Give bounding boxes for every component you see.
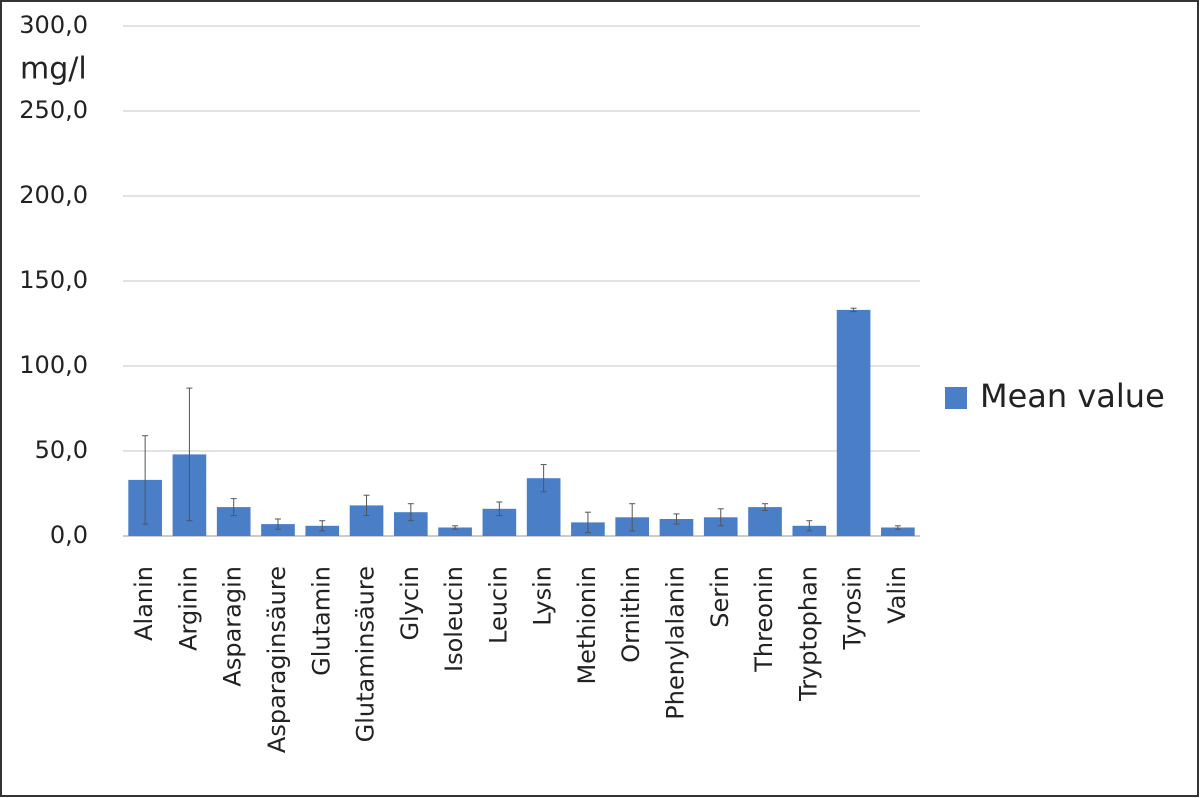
- bar: [438, 527, 472, 536]
- bar: [393, 512, 428, 536]
- x-tick-label: Glutamin: [307, 566, 335, 676]
- x-tick-label: Alanin: [130, 566, 158, 641]
- y-axis-title: mg/l: [20, 52, 87, 87]
- legend-label: Mean value: [980, 377, 1165, 415]
- x-tick-label: Glutaminsäure: [352, 566, 380, 742]
- y-tick-label: 0,0: [50, 521, 88, 549]
- legend-swatch: [945, 387, 967, 409]
- bar: [703, 517, 738, 536]
- y-tick-label: 100,0: [19, 351, 88, 379]
- bar: [659, 519, 694, 536]
- bar: [881, 527, 915, 536]
- x-tick-label: Leucin: [484, 566, 512, 644]
- x-tick-label: Isoleucin: [440, 566, 468, 672]
- bar: [748, 507, 782, 536]
- y-tick-label: 300,0: [19, 11, 88, 39]
- x-tick-label: Arginin: [174, 566, 202, 651]
- y-tick-label: 50,0: [35, 436, 88, 464]
- x-tick-label: Tryptophan: [794, 566, 822, 702]
- x-tick-label: Asparagin: [219, 566, 247, 687]
- y-tick-label: 150,0: [19, 266, 88, 294]
- x-tick-label: Serin: [706, 566, 734, 628]
- x-tick-label: Lysin: [529, 566, 557, 626]
- x-tick-label: Ornithin: [617, 566, 645, 663]
- x-tick-label: Methionin: [573, 566, 601, 685]
- bar: [836, 309, 871, 536]
- y-tick-label: 200,0: [19, 181, 88, 209]
- x-tick-label: Tyrosin: [839, 566, 867, 651]
- x-tick-label: Phenylalanin: [661, 566, 689, 720]
- x-tick-label: Valin: [883, 566, 911, 624]
- x-tick-label: Threonin: [750, 566, 778, 673]
- x-tick-label: Asparaginsäure: [263, 566, 291, 753]
- x-tick-label: Glycin: [396, 566, 424, 641]
- y-tick-label: 250,0: [19, 96, 88, 124]
- bar: [261, 524, 295, 536]
